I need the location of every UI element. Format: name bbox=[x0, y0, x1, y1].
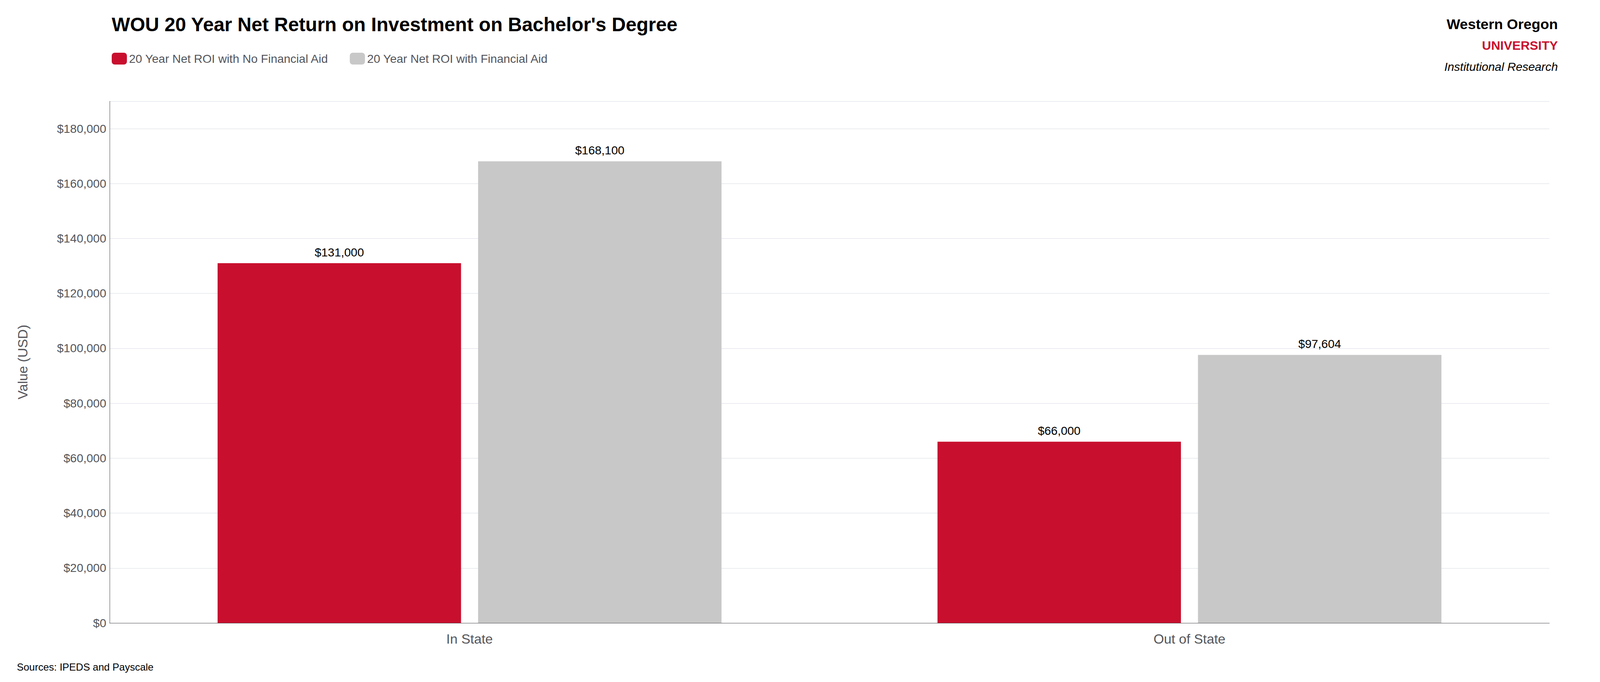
svg-text:$20,000: $20,000 bbox=[63, 561, 107, 575]
svg-text:In State: In State bbox=[446, 631, 493, 647]
svg-text:Out of State: Out of State bbox=[1153, 631, 1226, 647]
svg-text:$131,000: $131,000 bbox=[314, 245, 364, 259]
svg-text:$40,000: $40,000 bbox=[63, 506, 107, 520]
svg-text:20 Year Net ROI with Financial: 20 Year Net ROI with Financial Aid bbox=[367, 52, 548, 66]
svg-text:$100,000: $100,000 bbox=[56, 341, 107, 355]
svg-text:$80,000: $80,000 bbox=[63, 396, 107, 410]
svg-text:WOU 20 Year Net Return on Inve: WOU 20 Year Net Return on Investment on … bbox=[111, 13, 678, 36]
svg-text:UNIVERSITY: UNIVERSITY bbox=[1481, 38, 1558, 53]
svg-text:Value (USD): Value (USD) bbox=[15, 324, 31, 400]
svg-text:Sources: IPEDS and Payscale: Sources: IPEDS and Payscale bbox=[16, 661, 154, 673]
svg-text:$140,000: $140,000 bbox=[56, 231, 107, 245]
svg-text:$66,000: $66,000 bbox=[1037, 424, 1081, 438]
svg-text:$60,000: $60,000 bbox=[63, 451, 107, 465]
svg-text:$180,000: $180,000 bbox=[56, 122, 107, 136]
svg-text:$168,100: $168,100 bbox=[575, 143, 625, 157]
svg-text:20 Year Net ROI with No Financ: 20 Year Net ROI with No Financial Aid bbox=[129, 52, 329, 66]
svg-text:$120,000: $120,000 bbox=[56, 286, 107, 300]
svg-text:Institutional Research: Institutional Research bbox=[1444, 60, 1558, 74]
svg-text:$160,000: $160,000 bbox=[56, 177, 107, 191]
svg-text:$97,604: $97,604 bbox=[1298, 337, 1342, 351]
svg-text:$0: $0 bbox=[93, 616, 107, 630]
svg-text:Western Oregon: Western Oregon bbox=[1446, 16, 1558, 33]
